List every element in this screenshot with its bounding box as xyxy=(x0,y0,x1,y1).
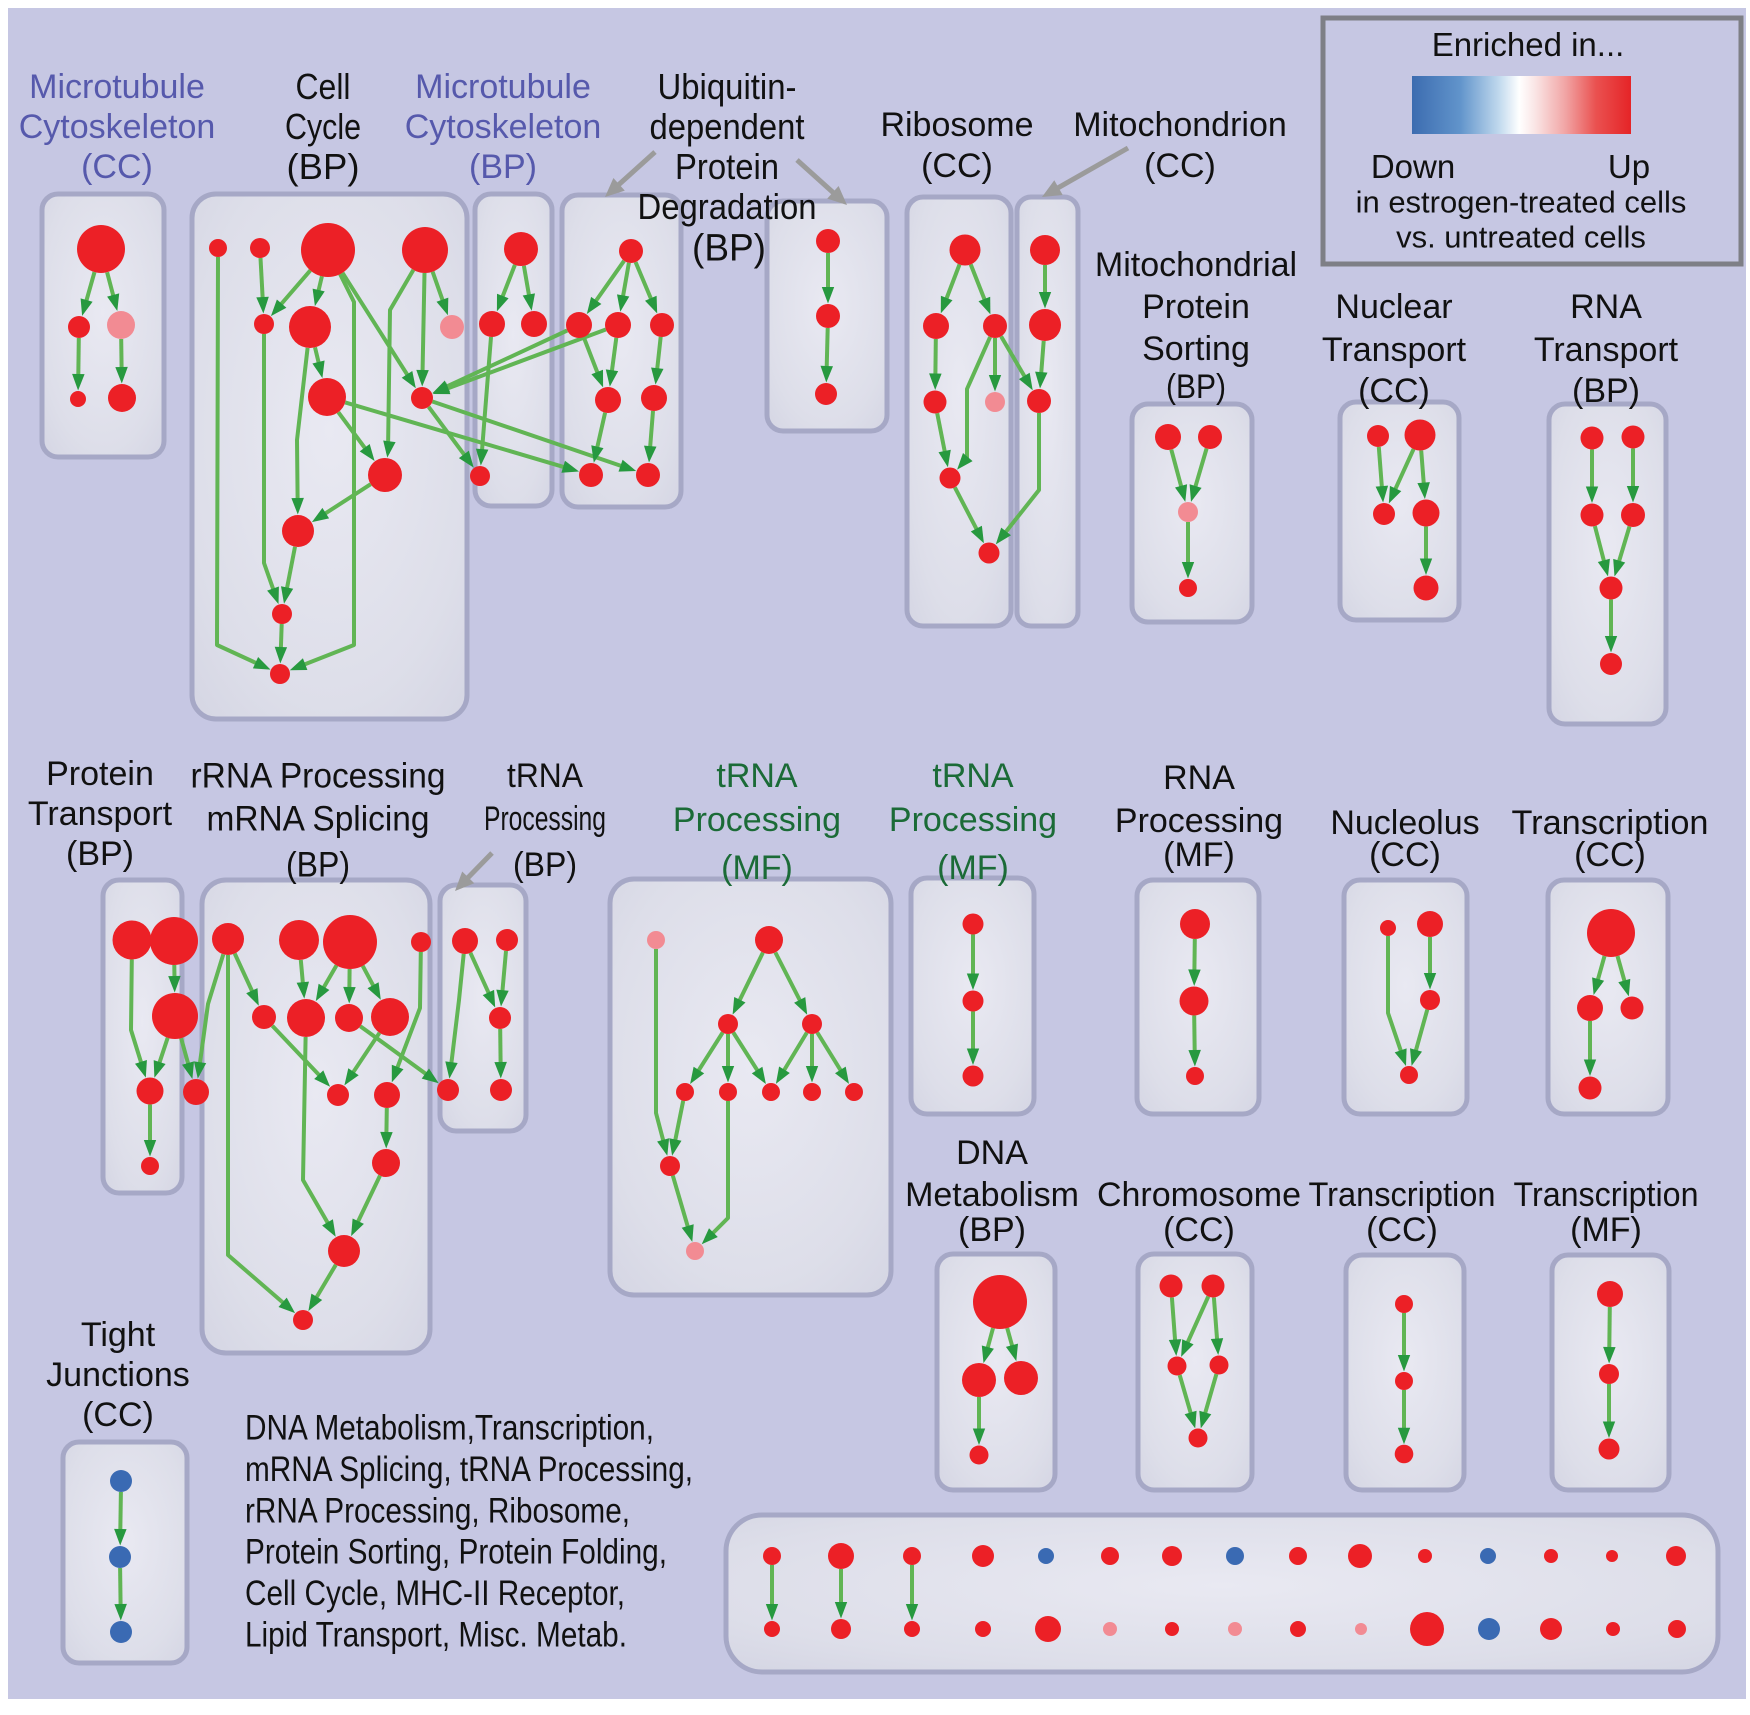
svg-text:Junctions: Junctions xyxy=(46,1356,190,1394)
svg-text:(BP): (BP) xyxy=(692,227,766,269)
svg-text:(BP): (BP) xyxy=(513,846,577,884)
svg-text:(BP): (BP) xyxy=(1166,368,1226,406)
svg-text:(CC): (CC) xyxy=(1369,836,1441,874)
svg-text:DNA: DNA xyxy=(956,1134,1028,1172)
svg-text:Nuclear: Nuclear xyxy=(1335,288,1452,326)
svg-text:(CC): (CC) xyxy=(81,148,153,186)
svg-text:rRNA Processing: rRNA Processing xyxy=(191,757,446,796)
svg-text:(CC): (CC) xyxy=(1144,147,1216,185)
svg-text:(MF): (MF) xyxy=(1163,836,1235,874)
svg-text:Cycle: Cycle xyxy=(285,106,361,147)
svg-text:Cell Cycle, MHC-II Receptor,: Cell Cycle, MHC-II Receptor, xyxy=(245,1574,625,1613)
svg-text:(BP): (BP) xyxy=(958,1211,1026,1249)
svg-text:Ubiquitin-: Ubiquitin- xyxy=(658,66,797,107)
svg-text:Microtubule: Microtubule xyxy=(29,68,205,106)
svg-text:Transport: Transport xyxy=(1534,331,1679,369)
svg-text:Lipid Transport, Misc. Metab.: Lipid Transport, Misc. Metab. xyxy=(245,1616,627,1655)
svg-text:Cytoskeleton: Cytoskeleton xyxy=(405,108,602,146)
svg-text:Protein: Protein xyxy=(46,755,154,793)
svg-text:(MF): (MF) xyxy=(937,849,1009,887)
svg-text:tRNA: tRNA xyxy=(507,757,583,795)
svg-text:Cell: Cell xyxy=(296,66,351,107)
svg-text:Chromosome: Chromosome xyxy=(1097,1176,1301,1214)
svg-text:Transcription: Transcription xyxy=(1512,804,1709,842)
svg-text:Processing: Processing xyxy=(673,801,841,839)
svg-text:Transcription: Transcription xyxy=(1514,1176,1699,1214)
svg-text:Degradation: Degradation xyxy=(638,186,817,227)
svg-text:Microtubule: Microtubule xyxy=(415,68,591,106)
svg-text:(BP): (BP) xyxy=(469,148,537,186)
svg-text:tRNA: tRNA xyxy=(716,757,798,795)
svg-text:(BP): (BP) xyxy=(1572,372,1640,410)
svg-text:Transport: Transport xyxy=(28,795,173,833)
svg-text:Transport: Transport xyxy=(1322,331,1467,369)
svg-text:(CC): (CC) xyxy=(1574,836,1646,874)
svg-text:Tight: Tight xyxy=(81,1316,156,1354)
svg-text:(CC): (CC) xyxy=(1366,1211,1438,1249)
svg-text:Nucleolus: Nucleolus xyxy=(1330,804,1479,842)
svg-text:(BP): (BP) xyxy=(66,835,134,873)
svg-text:Cytoskeleton: Cytoskeleton xyxy=(19,108,216,146)
svg-text:Enriched in...: Enriched in... xyxy=(1432,26,1625,63)
svg-text:Transcription: Transcription xyxy=(1309,1176,1496,1214)
svg-text:RNA: RNA xyxy=(1570,288,1642,326)
svg-text:dependent: dependent xyxy=(650,106,805,147)
svg-text:Mitochondrion: Mitochondrion xyxy=(1073,106,1287,144)
svg-text:Ribosome: Ribosome xyxy=(880,106,1033,144)
svg-text:Down: Down xyxy=(1371,148,1455,185)
svg-text:(MF): (MF) xyxy=(1570,1211,1642,1249)
svg-text:vs. untreated cells: vs. untreated cells xyxy=(1396,219,1646,254)
svg-text:(BP): (BP) xyxy=(287,146,360,187)
svg-text:in estrogen-treated cells: in estrogen-treated cells xyxy=(1356,184,1687,219)
svg-text:Processing: Processing xyxy=(484,800,606,838)
svg-text:(CC): (CC) xyxy=(82,1396,154,1434)
svg-text:Protein: Protein xyxy=(675,146,779,187)
svg-text:Sorting: Sorting xyxy=(1142,330,1250,368)
svg-text:Protein: Protein xyxy=(1142,288,1250,326)
svg-text:(CC): (CC) xyxy=(1163,1211,1235,1249)
svg-text:Processing: Processing xyxy=(889,801,1057,839)
svg-text:(MF): (MF) xyxy=(721,849,793,887)
svg-text:Metabolism: Metabolism xyxy=(905,1176,1079,1214)
svg-text:RNA: RNA xyxy=(1163,759,1235,797)
svg-text:mRNA Splicing, tRNA Processing: mRNA Splicing, tRNA Processing, xyxy=(245,1450,693,1489)
svg-text:mRNA Splicing: mRNA Splicing xyxy=(207,800,430,839)
svg-text:Processing: Processing xyxy=(1115,802,1283,840)
svg-text:tRNA: tRNA xyxy=(932,757,1014,795)
svg-text:(CC): (CC) xyxy=(1358,372,1430,410)
svg-text:Protein Sorting, Protein Foldi: Protein Sorting, Protein Folding, xyxy=(245,1533,667,1572)
svg-text:DNA Metabolism,Transcription,: DNA Metabolism,Transcription, xyxy=(245,1409,654,1448)
svg-text:(CC): (CC) xyxy=(921,147,993,185)
svg-text:Mitochondrial: Mitochondrial xyxy=(1095,246,1297,284)
svg-text:(BP): (BP) xyxy=(286,846,350,885)
svg-text:Up: Up xyxy=(1608,148,1650,185)
svg-text:rRNA Processing, Ribosome,: rRNA Processing, Ribosome, xyxy=(245,1491,630,1530)
